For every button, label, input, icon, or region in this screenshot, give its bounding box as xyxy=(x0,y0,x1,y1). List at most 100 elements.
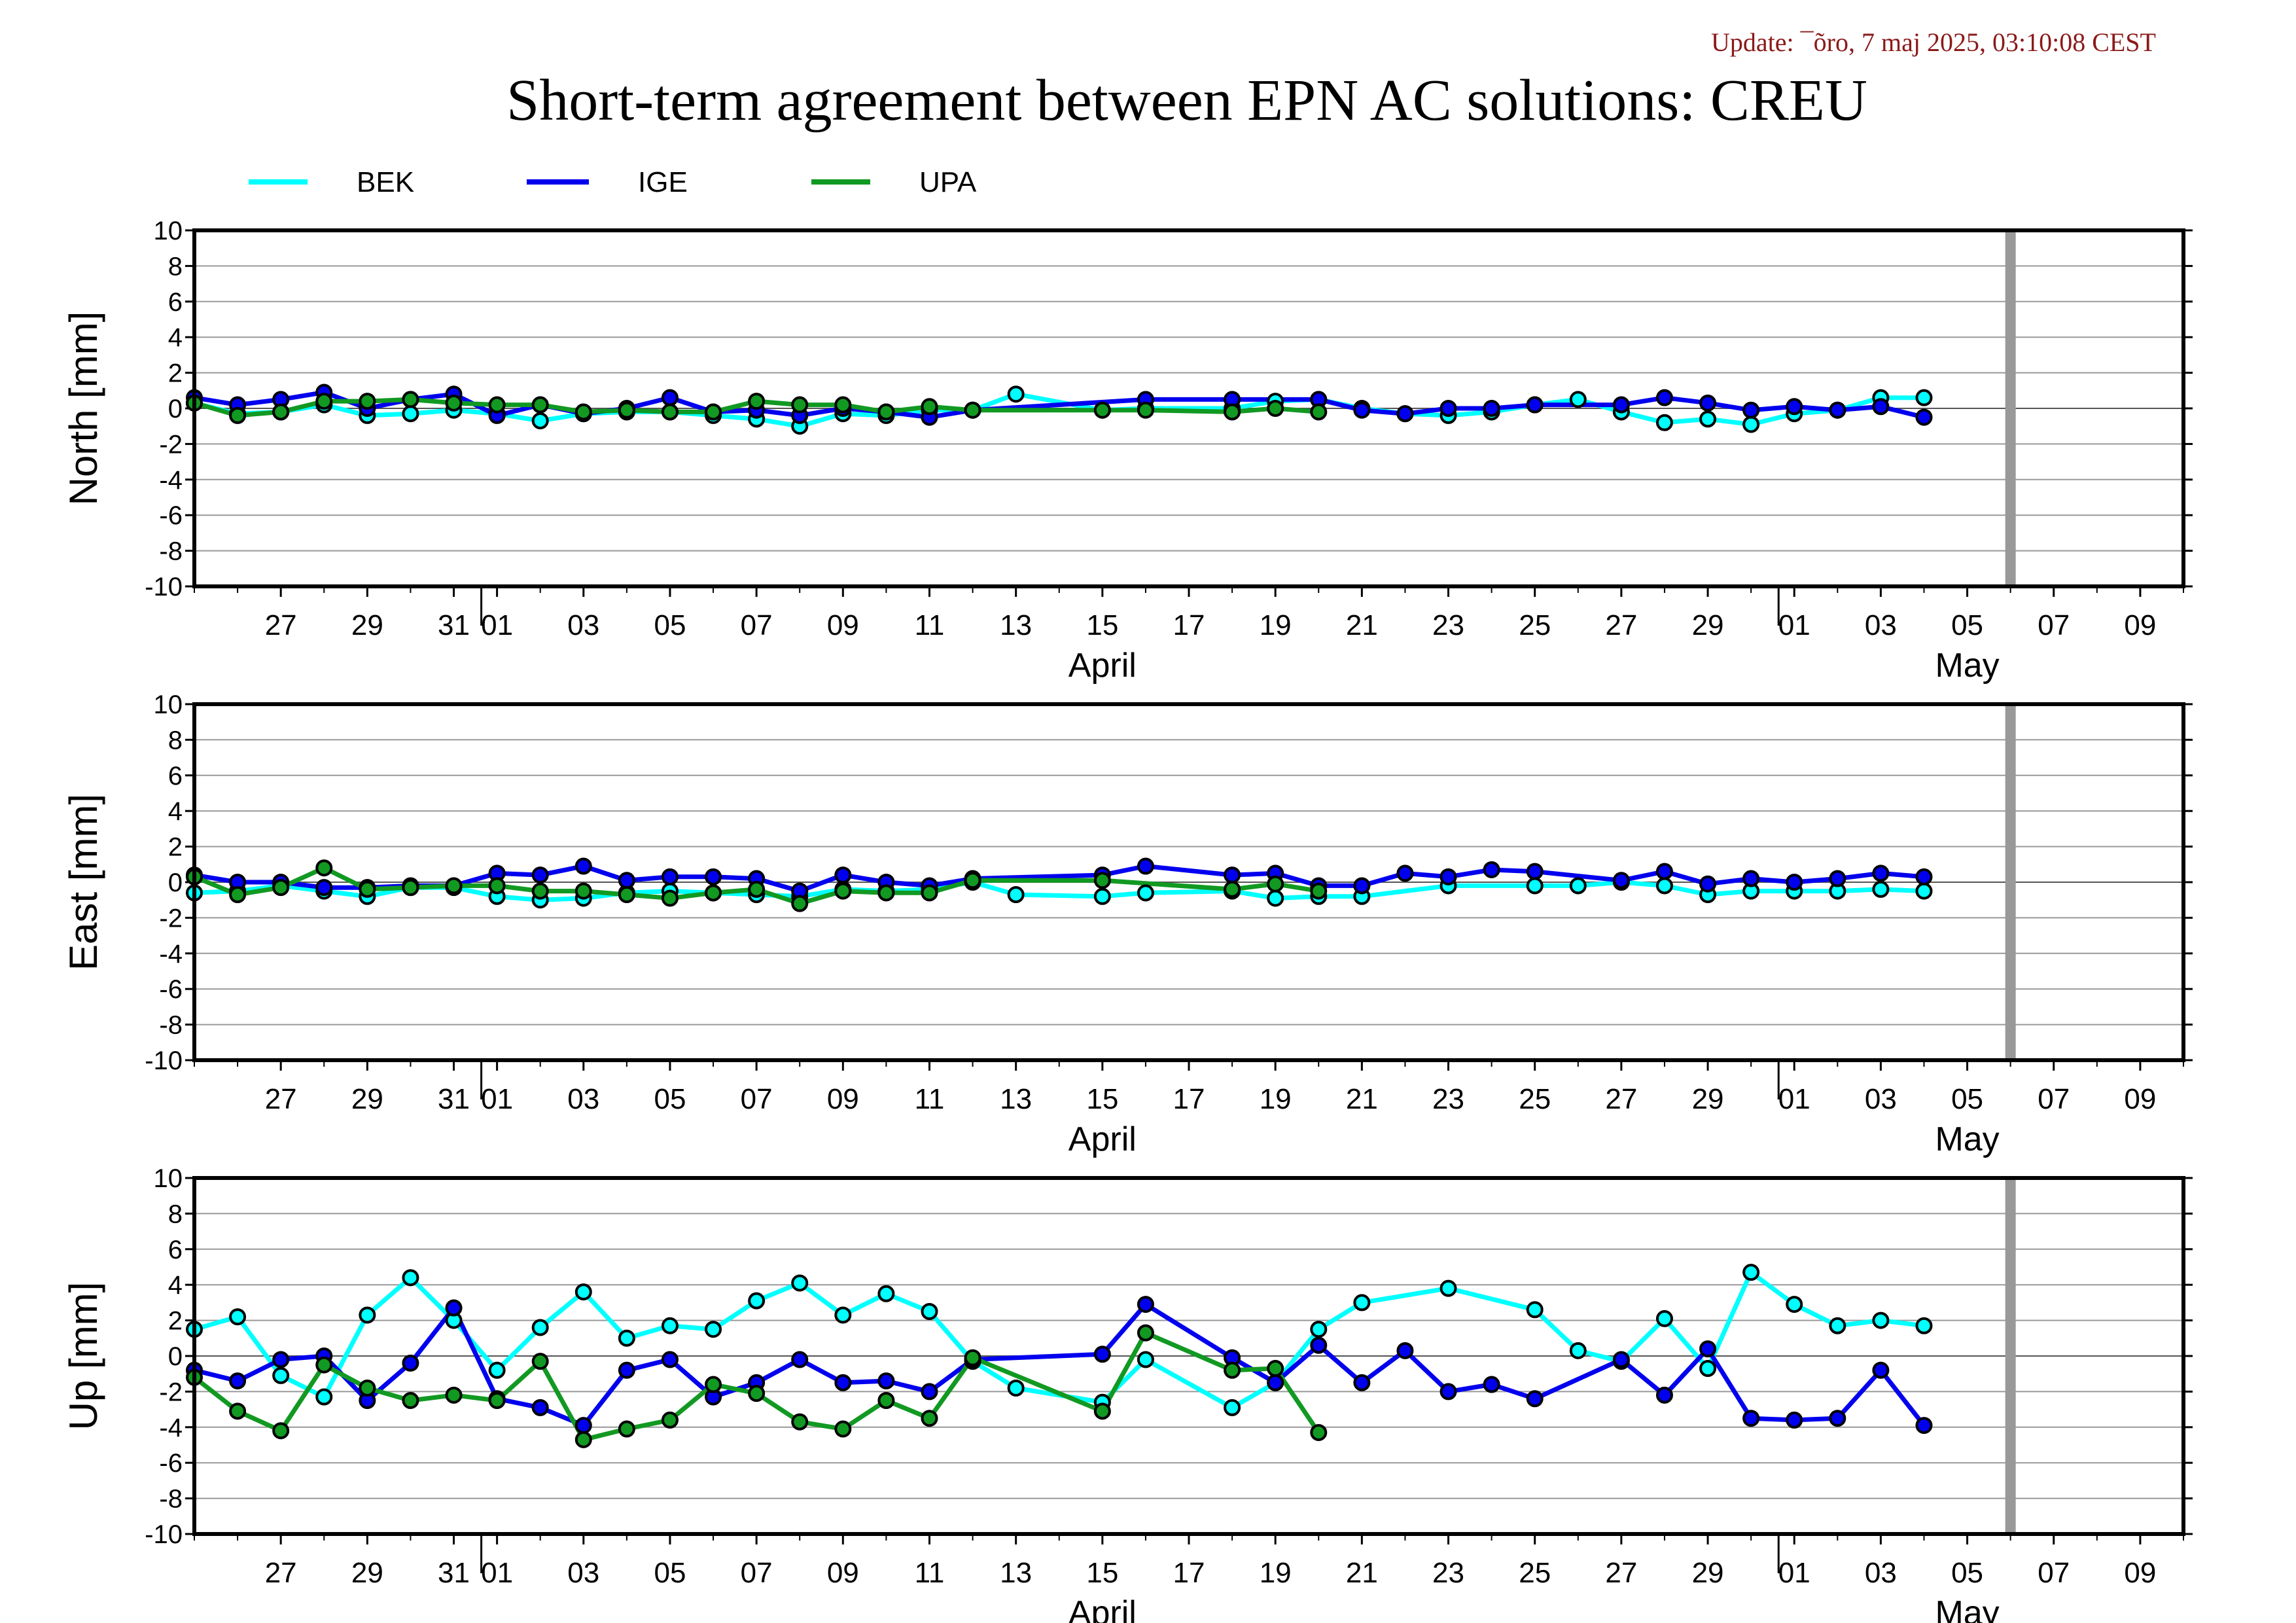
y-tick-label: -8 xyxy=(159,1011,183,1040)
x-tick-label: 03 xyxy=(1865,1557,1897,1589)
data-point-bek xyxy=(705,1321,722,1338)
data-point-bek xyxy=(748,1292,766,1310)
data-point-ige xyxy=(1742,1410,1760,1427)
x-tick-label: 21 xyxy=(1346,609,1378,641)
data-point-upa xyxy=(488,877,506,895)
data-point-bek xyxy=(1872,1311,1890,1329)
data-point-ige xyxy=(1396,865,1414,882)
data-point-upa xyxy=(661,889,679,907)
x-tick-label: 07 xyxy=(741,1083,773,1115)
current-date-marker xyxy=(2005,230,2016,586)
y-tick-label: 4 xyxy=(168,797,183,826)
data-point-upa xyxy=(574,403,592,421)
y-tick-label: 2 xyxy=(168,833,183,862)
data-point-upa xyxy=(1310,403,1328,421)
data-point-ige xyxy=(1310,1336,1328,1354)
legend: BEK IGE UPA xyxy=(249,166,977,198)
x-tick-label: 03 xyxy=(1865,1083,1897,1115)
data-point-bek xyxy=(791,1274,809,1292)
x-tick-label: 15 xyxy=(1086,609,1118,641)
x-tick-label: 17 xyxy=(1173,1557,1205,1589)
x-tick-label: 19 xyxy=(1260,609,1292,641)
y-tick-label: -8 xyxy=(159,537,183,566)
x-tick-label: 17 xyxy=(1173,1083,1205,1115)
x-tick-label: 21 xyxy=(1346,1557,1378,1589)
data-point-bek xyxy=(1742,1264,1760,1281)
x-tick-label: 11 xyxy=(915,1557,945,1589)
y-tick-label: 10 xyxy=(154,217,183,245)
data-point-upa xyxy=(359,880,376,898)
data-point-ige xyxy=(618,872,635,889)
data-point-ige xyxy=(921,1383,938,1400)
data-point-upa xyxy=(1224,1361,1241,1379)
current-date-marker xyxy=(2005,1178,2016,1534)
data-point-ige xyxy=(1655,863,1673,880)
y-tick-label: 6 xyxy=(168,288,183,317)
data-point-bek xyxy=(1137,1351,1154,1368)
data-point-ige xyxy=(1786,874,1803,891)
data-point-upa xyxy=(1137,401,1154,419)
x-tick-label: 07 xyxy=(2038,1083,2070,1115)
x-tick-label: 03 xyxy=(567,609,599,641)
data-point-ige xyxy=(1526,1390,1544,1408)
data-point-ige xyxy=(1526,863,1544,880)
data-point-upa xyxy=(1093,1402,1111,1420)
x-tick-label: 01 xyxy=(1778,1557,1810,1589)
y-tick-label: -10 xyxy=(145,1520,183,1549)
data-point-ige xyxy=(402,1354,419,1372)
x-tick-label: 13 xyxy=(1000,609,1032,641)
month-label: May xyxy=(1935,1120,1999,1158)
data-point-upa xyxy=(229,886,247,904)
month-label: April xyxy=(1069,647,1137,685)
plot-frame xyxy=(192,702,2185,1062)
y-axis-label: North [mm] xyxy=(62,312,105,506)
y-axis-label: Up [mm] xyxy=(62,1282,105,1431)
x-tick-label: 29 xyxy=(351,1557,383,1589)
y-tick-label: -6 xyxy=(159,975,183,1004)
data-point-ige xyxy=(1137,857,1154,875)
data-point-upa xyxy=(1224,880,1241,898)
x-tick-label: 11 xyxy=(915,1083,945,1115)
x-tick-label: 25 xyxy=(1519,1083,1551,1115)
y-tick-label: 0 xyxy=(168,1342,183,1371)
data-point-upa xyxy=(402,391,419,408)
y-axis-label: East [mm] xyxy=(62,794,105,971)
y-tick-label: 6 xyxy=(168,1236,183,1264)
data-point-upa xyxy=(705,884,722,902)
data-point-bek xyxy=(1310,1321,1328,1338)
x-tick-label: 03 xyxy=(567,1083,599,1115)
data-point-ige xyxy=(834,1374,852,1391)
data-point-ige xyxy=(1872,398,1890,416)
x-tick-label: 09 xyxy=(2124,609,2156,641)
x-tick-label: 27 xyxy=(1605,609,1637,641)
data-point-bek xyxy=(1915,882,1933,900)
data-point-ige xyxy=(1612,872,1630,889)
data-point-bek xyxy=(1007,886,1025,904)
data-point-upa xyxy=(1137,1324,1154,1342)
data-point-bek xyxy=(531,412,549,430)
data-point-ige xyxy=(1353,401,1371,419)
month-label: May xyxy=(1935,647,1999,685)
data-point-upa xyxy=(1267,400,1284,417)
data-point-ige xyxy=(1396,1342,1414,1359)
data-point-upa xyxy=(1093,401,1111,419)
x-tick-label: 05 xyxy=(1951,1557,1983,1589)
data-point-upa xyxy=(964,1349,981,1366)
data-point-ige xyxy=(574,857,592,875)
month-label: May xyxy=(1935,1594,1999,1623)
x-tick-label: 19 xyxy=(1260,1083,1292,1115)
update-timestamp: Update: ¯õro, 7 maj 2025, 03:10:08 CEST xyxy=(1711,27,2156,57)
plot-frame xyxy=(192,1176,2185,1536)
x-tick-label: 09 xyxy=(827,1557,859,1589)
data-point-upa xyxy=(272,403,290,421)
x-tick-label: 05 xyxy=(1951,1083,1983,1115)
y-tick-label: 2 xyxy=(168,1307,183,1336)
data-point-ige xyxy=(272,1351,290,1368)
x-tick-label: 01 xyxy=(481,1083,513,1115)
data-point-ige xyxy=(1612,1351,1630,1368)
data-point-bek xyxy=(531,1319,549,1336)
data-point-bek xyxy=(1526,877,1544,895)
data-point-ige xyxy=(229,1372,247,1390)
panel-1: 10 8 6 4 2 0 -2 -4 -6 -8 -10 East [mm] 27 29 31 01 03 05 0… xyxy=(62,690,2193,1158)
y-tick-label: -6 xyxy=(159,1449,183,1478)
